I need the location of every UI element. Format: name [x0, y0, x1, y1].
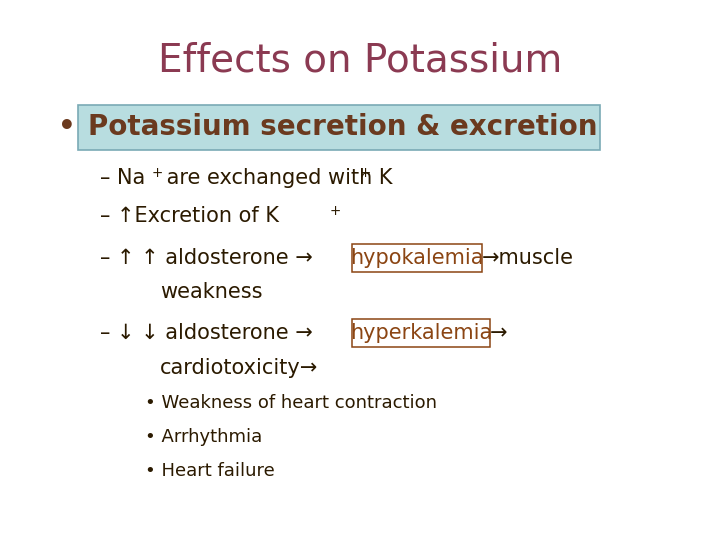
Text: +: +: [330, 204, 341, 218]
Text: Effects on Potassium: Effects on Potassium: [158, 41, 562, 79]
FancyBboxPatch shape: [78, 105, 600, 150]
Text: +: +: [360, 166, 372, 180]
Text: are exchanged with K: are exchanged with K: [160, 168, 392, 188]
Text: – ↑ ↑ aldosterone →: – ↑ ↑ aldosterone →: [100, 248, 312, 268]
Text: – Na: – Na: [100, 168, 145, 188]
Text: – ↑Excretion of K: – ↑Excretion of K: [100, 206, 279, 226]
Text: • Weakness of heart contraction: • Weakness of heart contraction: [145, 394, 437, 412]
Text: →: →: [490, 323, 508, 343]
Text: • Heart failure: • Heart failure: [145, 462, 275, 480]
FancyBboxPatch shape: [352, 244, 482, 272]
Text: weakness: weakness: [160, 282, 263, 302]
Text: cardiotoxicity→: cardiotoxicity→: [160, 358, 318, 378]
Text: – ↓ ↓ aldosterone →: – ↓ ↓ aldosterone →: [100, 323, 312, 343]
Text: Potassium secretion & excretion: Potassium secretion & excretion: [88, 113, 598, 141]
Text: +: +: [152, 166, 163, 180]
Text: hypokalemia: hypokalemia: [350, 248, 484, 268]
Text: →muscle: →muscle: [482, 248, 574, 268]
Text: • Arrhythmia: • Arrhythmia: [145, 428, 262, 446]
FancyBboxPatch shape: [352, 319, 490, 347]
Text: hyperkalemia: hyperkalemia: [350, 323, 492, 343]
Text: •: •: [58, 113, 76, 141]
